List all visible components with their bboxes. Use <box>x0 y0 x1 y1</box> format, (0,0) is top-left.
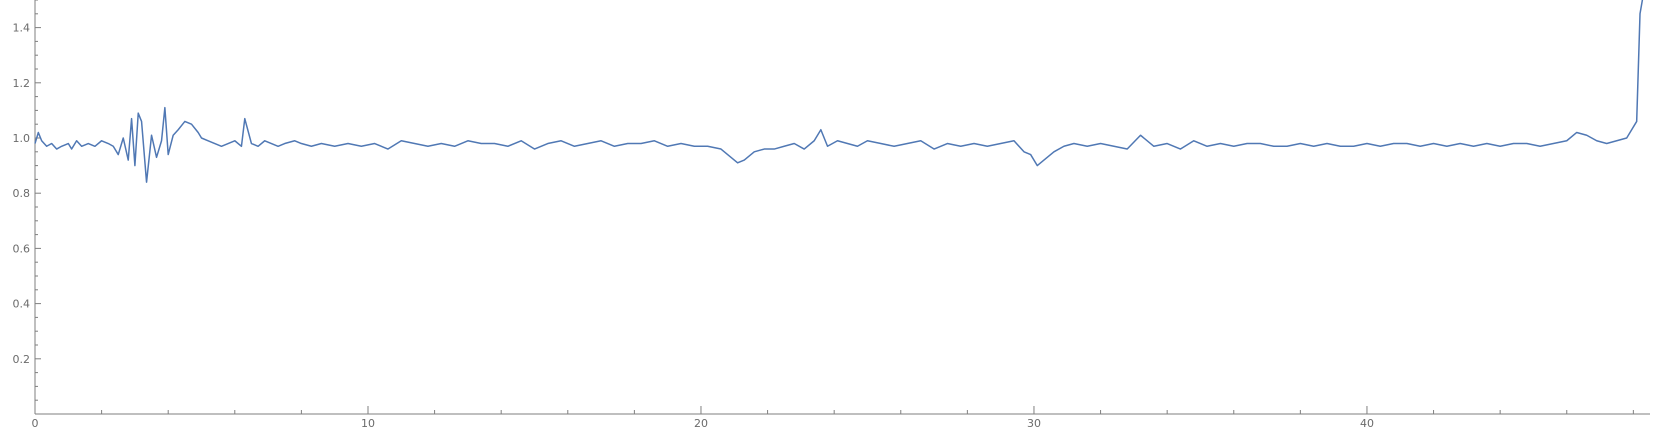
x-tick-label: 0 <box>32 417 39 430</box>
y-tick-label: 0.8 <box>13 187 31 200</box>
y-tick-label: 0.4 <box>13 298 31 311</box>
y-tick-label: 0.6 <box>13 242 31 255</box>
axis-ticks <box>34 0 1634 414</box>
y-tick-label: 1.4 <box>13 22 31 35</box>
x-tick-label: 40 <box>1360 417 1374 430</box>
x-tick-label: 30 <box>1027 417 1041 430</box>
y-tick-label: 1.2 <box>13 77 31 90</box>
x-tick-label: 10 <box>361 417 375 430</box>
tick-labels: 0 10 20 30 40 0.2 0.4 0.6 0.8 1.0 1.2 1.4 <box>13 22 1374 430</box>
series-line <box>34 0 1644 183</box>
x-tick-label: 20 <box>694 417 708 430</box>
y-tick-label: 0.2 <box>13 353 31 366</box>
y-tick-label: 1.0 <box>13 132 31 145</box>
